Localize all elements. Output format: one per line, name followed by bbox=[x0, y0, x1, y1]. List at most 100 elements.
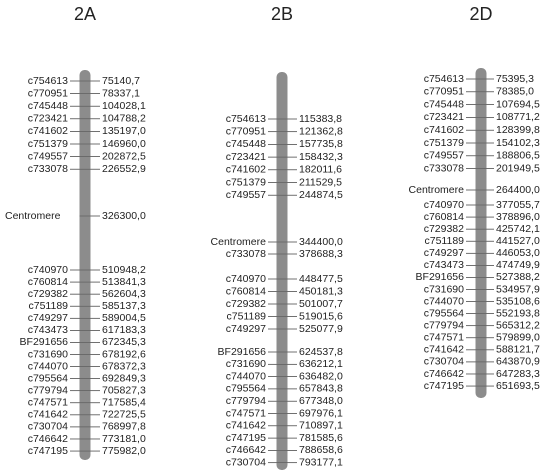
marker-name: c730704 bbox=[28, 421, 68, 433]
chromosome-bar bbox=[276, 72, 288, 470]
marker-name: c744070 bbox=[226, 370, 266, 382]
marker-name: c741642 bbox=[424, 344, 464, 356]
marker-position: 188806,5 bbox=[496, 150, 540, 162]
marker-position: 589004,5 bbox=[102, 312, 146, 324]
marker-position: 677348,0 bbox=[299, 395, 343, 407]
marker-name: Centromere bbox=[211, 236, 267, 248]
marker-name: Centromere bbox=[5, 210, 61, 222]
marker-position: 201949,5 bbox=[496, 162, 540, 174]
marker-name: c745448 bbox=[226, 138, 266, 150]
marker-position: 775982,0 bbox=[102, 445, 146, 457]
marker-position: 75395,3 bbox=[496, 73, 534, 85]
marker-name: c751379 bbox=[226, 176, 266, 188]
marker-name: c795564 bbox=[226, 383, 266, 395]
marker-position: 773181,0 bbox=[102, 433, 146, 445]
marker-position: 519015,6 bbox=[299, 310, 343, 322]
marker-name: c770951 bbox=[424, 86, 464, 98]
marker-name: c730704 bbox=[226, 456, 266, 468]
marker-position: 617183,3 bbox=[102, 324, 146, 336]
marker-position: 624537,8 bbox=[299, 346, 343, 358]
marker-position: 128399,8 bbox=[496, 124, 540, 136]
marker-name: Centromere bbox=[409, 184, 465, 196]
marker-name: c751379 bbox=[28, 138, 68, 150]
marker-name: c729382 bbox=[424, 223, 464, 235]
chromosome-title: 2A bbox=[74, 4, 96, 24]
marker-position: 705827,3 bbox=[102, 384, 146, 396]
marker-name: c770951 bbox=[28, 87, 68, 99]
marker-position: 552193,8 bbox=[496, 307, 540, 319]
marker-name: c751189 bbox=[226, 310, 266, 322]
marker-position: 588121,7 bbox=[496, 344, 540, 356]
marker-name: c746642 bbox=[226, 444, 266, 456]
marker-name: c754613 bbox=[424, 73, 464, 85]
marker-name: c779794 bbox=[424, 319, 464, 331]
marker-name: c749557 bbox=[424, 150, 464, 162]
chromosome-bar bbox=[475, 68, 487, 398]
marker-position: 788658,6 bbox=[299, 444, 343, 456]
marker-position: 525077,9 bbox=[299, 323, 343, 335]
marker-name: c746642 bbox=[424, 368, 464, 380]
marker-name: c754613 bbox=[226, 113, 266, 125]
marker-name: c795564 bbox=[424, 307, 464, 319]
marker-position: 692849,3 bbox=[102, 372, 146, 384]
marker-name: c729382 bbox=[28, 288, 68, 300]
marker-position: 326300,0 bbox=[102, 210, 146, 222]
marker-position: 636212,1 bbox=[299, 358, 343, 370]
marker-name: BF291656 bbox=[20, 336, 69, 348]
marker-position: 425742,1 bbox=[496, 223, 540, 235]
marker-name: c733078 bbox=[28, 163, 68, 175]
marker-position: 535108,6 bbox=[496, 295, 540, 307]
marker-position: 121362,8 bbox=[299, 125, 343, 137]
marker-name: c795564 bbox=[28, 372, 68, 384]
marker-position: 377055,7 bbox=[496, 199, 540, 211]
marker-name: c751189 bbox=[28, 300, 68, 312]
marker-name: c760814 bbox=[226, 285, 266, 297]
marker-name: c723421 bbox=[226, 151, 266, 163]
marker-name: c760814 bbox=[424, 211, 464, 223]
marker-name: c741602 bbox=[28, 125, 68, 137]
marker-position: 643870,9 bbox=[496, 356, 540, 368]
marker-name: c723421 bbox=[424, 111, 464, 123]
marker-position: 135197,0 bbox=[102, 125, 146, 137]
marker-name: c747195 bbox=[424, 380, 464, 392]
marker-position: 146960,0 bbox=[102, 138, 146, 150]
marker-name: c747195 bbox=[226, 432, 266, 444]
marker-position: 501007,7 bbox=[299, 298, 343, 310]
marker-position: 585137,3 bbox=[102, 300, 146, 312]
marker-name: c733078 bbox=[424, 162, 464, 174]
marker-name: c745448 bbox=[28, 100, 68, 112]
marker-name: c743473 bbox=[28, 324, 68, 336]
marker-name: c779794 bbox=[226, 395, 266, 407]
marker-position: 565312,2 bbox=[496, 319, 540, 331]
chromosome-title: 2D bbox=[469, 4, 492, 24]
marker-position: 211529,5 bbox=[299, 176, 342, 188]
marker-name: BF291656 bbox=[416, 271, 465, 283]
marker-position: 647283,3 bbox=[496, 368, 540, 380]
marker-name: c743473 bbox=[424, 259, 464, 271]
marker-position: 157735,8 bbox=[299, 138, 343, 150]
marker-position: 562604,3 bbox=[102, 288, 146, 300]
marker-position: 344400,0 bbox=[299, 236, 343, 248]
marker-position: 264400,0 bbox=[496, 184, 540, 196]
marker-position: 107694,5 bbox=[496, 98, 540, 110]
marker-position: 441527,0 bbox=[496, 235, 540, 247]
marker-position: 448477,5 bbox=[299, 273, 343, 285]
marker-name: c731690 bbox=[424, 283, 464, 295]
marker-name: c754613 bbox=[28, 75, 68, 87]
marker-name: c751379 bbox=[424, 137, 464, 149]
marker-name: c740970 bbox=[424, 199, 464, 211]
marker-name: c744070 bbox=[424, 295, 464, 307]
chromosome-title: 2B bbox=[271, 4, 293, 24]
marker-position: 378688,3 bbox=[299, 248, 343, 260]
marker-name: c749297 bbox=[226, 323, 266, 335]
marker-name: c731690 bbox=[226, 358, 266, 370]
marker-position: 717585,4 bbox=[102, 397, 146, 409]
marker-position: 579899,0 bbox=[496, 332, 540, 344]
marker-name: c747571 bbox=[226, 407, 266, 419]
marker-name: c770951 bbox=[226, 125, 266, 137]
marker-position: 158432,3 bbox=[299, 151, 343, 163]
marker-position: 108771,2 bbox=[496, 111, 540, 123]
marker-position: 154102,3 bbox=[496, 137, 540, 149]
marker-position: 672345,3 bbox=[102, 336, 146, 348]
